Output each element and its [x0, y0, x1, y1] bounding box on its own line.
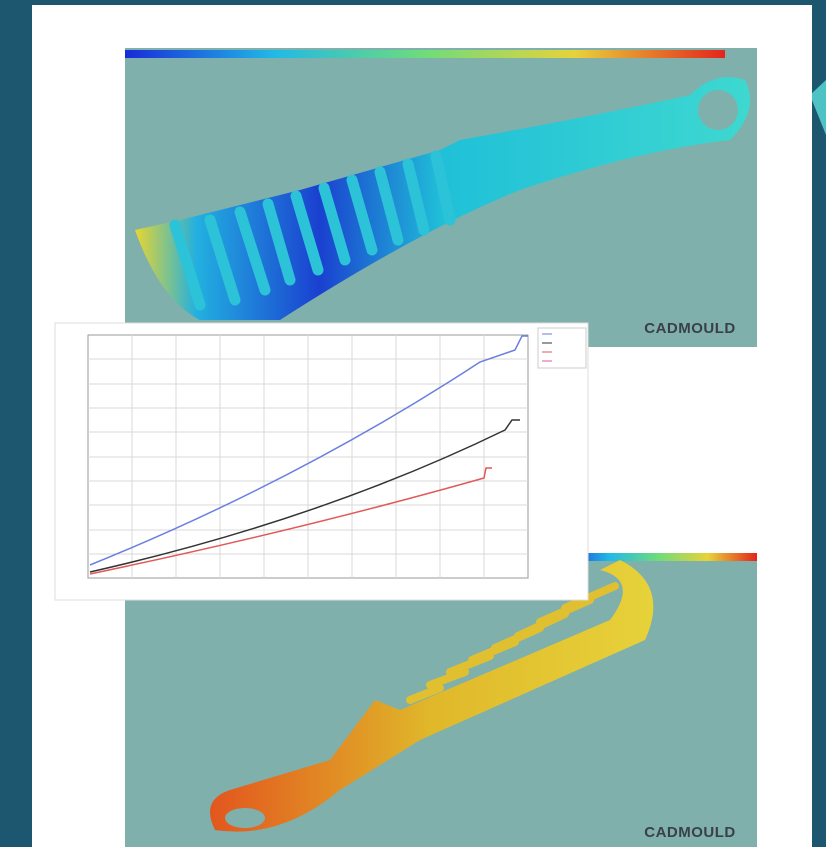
- decor: [810, 80, 826, 135]
- logo: CADMOULD: [644, 824, 736, 841]
- top-panel: CADMOULD: [125, 48, 757, 347]
- hole: [225, 808, 265, 828]
- color-scale: [560, 553, 757, 561]
- logo: CADMOULD: [644, 320, 736, 337]
- plot-bg: [55, 323, 588, 600]
- color-scale: [125, 50, 725, 58]
- legend: [538, 328, 586, 368]
- hole: [698, 90, 738, 130]
- plot-image: [55, 323, 588, 600]
- page: CADMOULD CADMOULD: [0, 0, 826, 847]
- screenshot: CADMOULD CADMOULD: [0, 0, 826, 847]
